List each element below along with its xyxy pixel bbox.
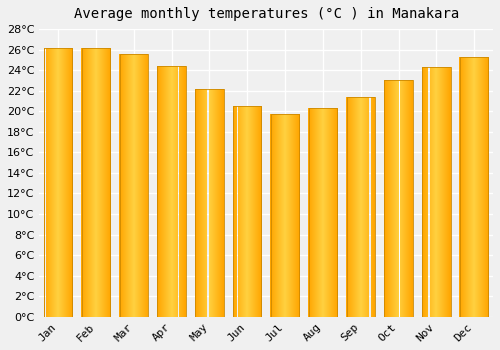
- Title: Average monthly temperatures (°C ) in Manakara: Average monthly temperatures (°C ) in Ma…: [74, 7, 459, 21]
